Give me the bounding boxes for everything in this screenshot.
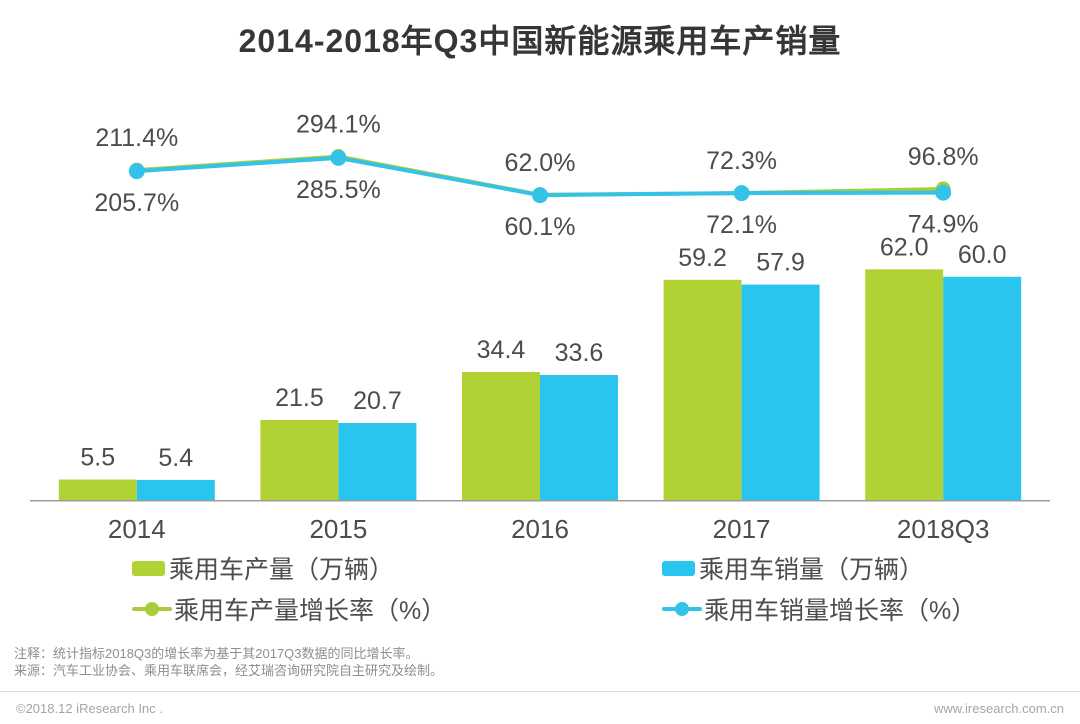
sales-growth-label: 205.7% bbox=[94, 189, 179, 217]
combo-chart-canvas: 5.5 5.4 21.5 20.7 34.4 33.6 59.2 57.9 62.0 60.0 20… bbox=[30, 111, 1050, 544]
x-axis-label-2014: 2014 bbox=[108, 514, 166, 544]
production-value-label: 62.0 bbox=[880, 233, 929, 261]
sales-growth-label: 60.1% bbox=[505, 213, 576, 241]
production-value-label: 21.5 bbox=[275, 384, 324, 412]
sales-bar-2014 bbox=[136, 479, 215, 500]
sales-bar-2016 bbox=[540, 375, 618, 500]
website-url: www.iresearch.com.cn bbox=[933, 700, 1064, 716]
sales-value-label: 5.4 bbox=[158, 444, 193, 472]
sales-growth-label: 72.1% bbox=[706, 211, 777, 239]
sales-value-label: 33.6 bbox=[555, 339, 604, 367]
sales-value-label: 20.7 bbox=[353, 387, 402, 415]
sales-growth-marker bbox=[733, 185, 750, 202]
production-value-label: 5.5 bbox=[80, 444, 115, 472]
source-line: 来源：汽车工业协会、乘用车联席会，经艾瑞咨询研究院自主研究及绘制。 bbox=[14, 663, 444, 678]
sales-value-label: 57.9 bbox=[756, 249, 805, 277]
sales-growth-marker bbox=[935, 184, 952, 201]
legend-label-sales-growth: 乘用车销量增长率（%） bbox=[704, 597, 977, 625]
copyright-text: ©2018.12 iResearch Inc . bbox=[16, 700, 163, 716]
production-bar-2018Q3 bbox=[865, 269, 944, 500]
production-growth-label: 294.1% bbox=[296, 111, 381, 139]
legend-item-sales-growth-line: 乘用车销量增长率（%） bbox=[662, 595, 976, 625]
sales-growth-marker bbox=[532, 187, 548, 204]
production-bar-2016 bbox=[462, 372, 540, 500]
production-growth-line-icon bbox=[132, 595, 172, 623]
sales-bar-2018Q3 bbox=[943, 276, 1022, 500]
sales-bar-swatch-icon bbox=[662, 560, 695, 576]
x-axis-label-2018Q3: 2018Q3 bbox=[897, 514, 990, 544]
chart-title: 2014-2018年Q3中国新能源乘用车产销量 bbox=[238, 23, 842, 59]
chart-legend: 乘用车产量（万辆） 乘用车销量（万辆） 乘用车产量增长率（%） 乘用车销量增长率… bbox=[132, 554, 976, 625]
production-bar-2015 bbox=[260, 420, 339, 500]
production-growth-label: 211.4% bbox=[95, 124, 178, 152]
note-line: 注释：统计指标2018Q3的增长率为基于其2017Q3数据的同比增长率。 bbox=[14, 646, 419, 661]
sales-value-label: 60.0 bbox=[958, 241, 1007, 269]
sales-bar-2015 bbox=[338, 422, 417, 500]
sales-growth-label: 285.5% bbox=[296, 176, 381, 204]
sales-growth-marker bbox=[128, 163, 145, 180]
production-value-label: 34.4 bbox=[477, 336, 526, 364]
production-bar-2014 bbox=[58, 479, 137, 500]
production-growth-label: 62.0% bbox=[505, 149, 576, 177]
legend-label-production-bar: 乘用车产量（万辆） bbox=[169, 556, 395, 584]
legend-item-sales-bar: 乘用车销量（万辆） bbox=[662, 554, 976, 584]
legend-label-sales-bar: 乘用车销量（万辆） bbox=[699, 556, 925, 584]
production-bar-swatch-icon bbox=[132, 560, 165, 576]
x-axis-label-2017: 2017 bbox=[713, 514, 771, 544]
x-axis-label-2016: 2016 bbox=[511, 514, 569, 544]
x-axis-label-2015: 2015 bbox=[309, 514, 367, 544]
production-bar-2017 bbox=[663, 279, 742, 500]
footnotes: 注释：统计指标2018Q3的增长率为基于其2017Q3数据的同比增长率。 来源：… bbox=[14, 645, 443, 679]
production-growth-label: 72.3% bbox=[706, 147, 777, 175]
legend-label-production-growth: 乘用车产量增长率（%） bbox=[174, 597, 447, 625]
production-value-label: 59.2 bbox=[678, 244, 727, 272]
footer-bar: ©2018.12 iResearch Inc . www.iresearch.c… bbox=[0, 691, 1080, 724]
sales-bar-2017 bbox=[741, 284, 820, 500]
sales-growth-line-icon bbox=[662, 595, 702, 623]
legend-item-production-growth-line: 乘用车产量增长率（%） bbox=[132, 595, 662, 625]
legend-item-production-bar: 乘用车产量（万辆） bbox=[132, 554, 662, 584]
sales-growth-marker bbox=[330, 149, 347, 166]
sales-growth-label: 74.9% bbox=[908, 211, 979, 239]
production-growth-label: 96.8% bbox=[908, 143, 979, 171]
